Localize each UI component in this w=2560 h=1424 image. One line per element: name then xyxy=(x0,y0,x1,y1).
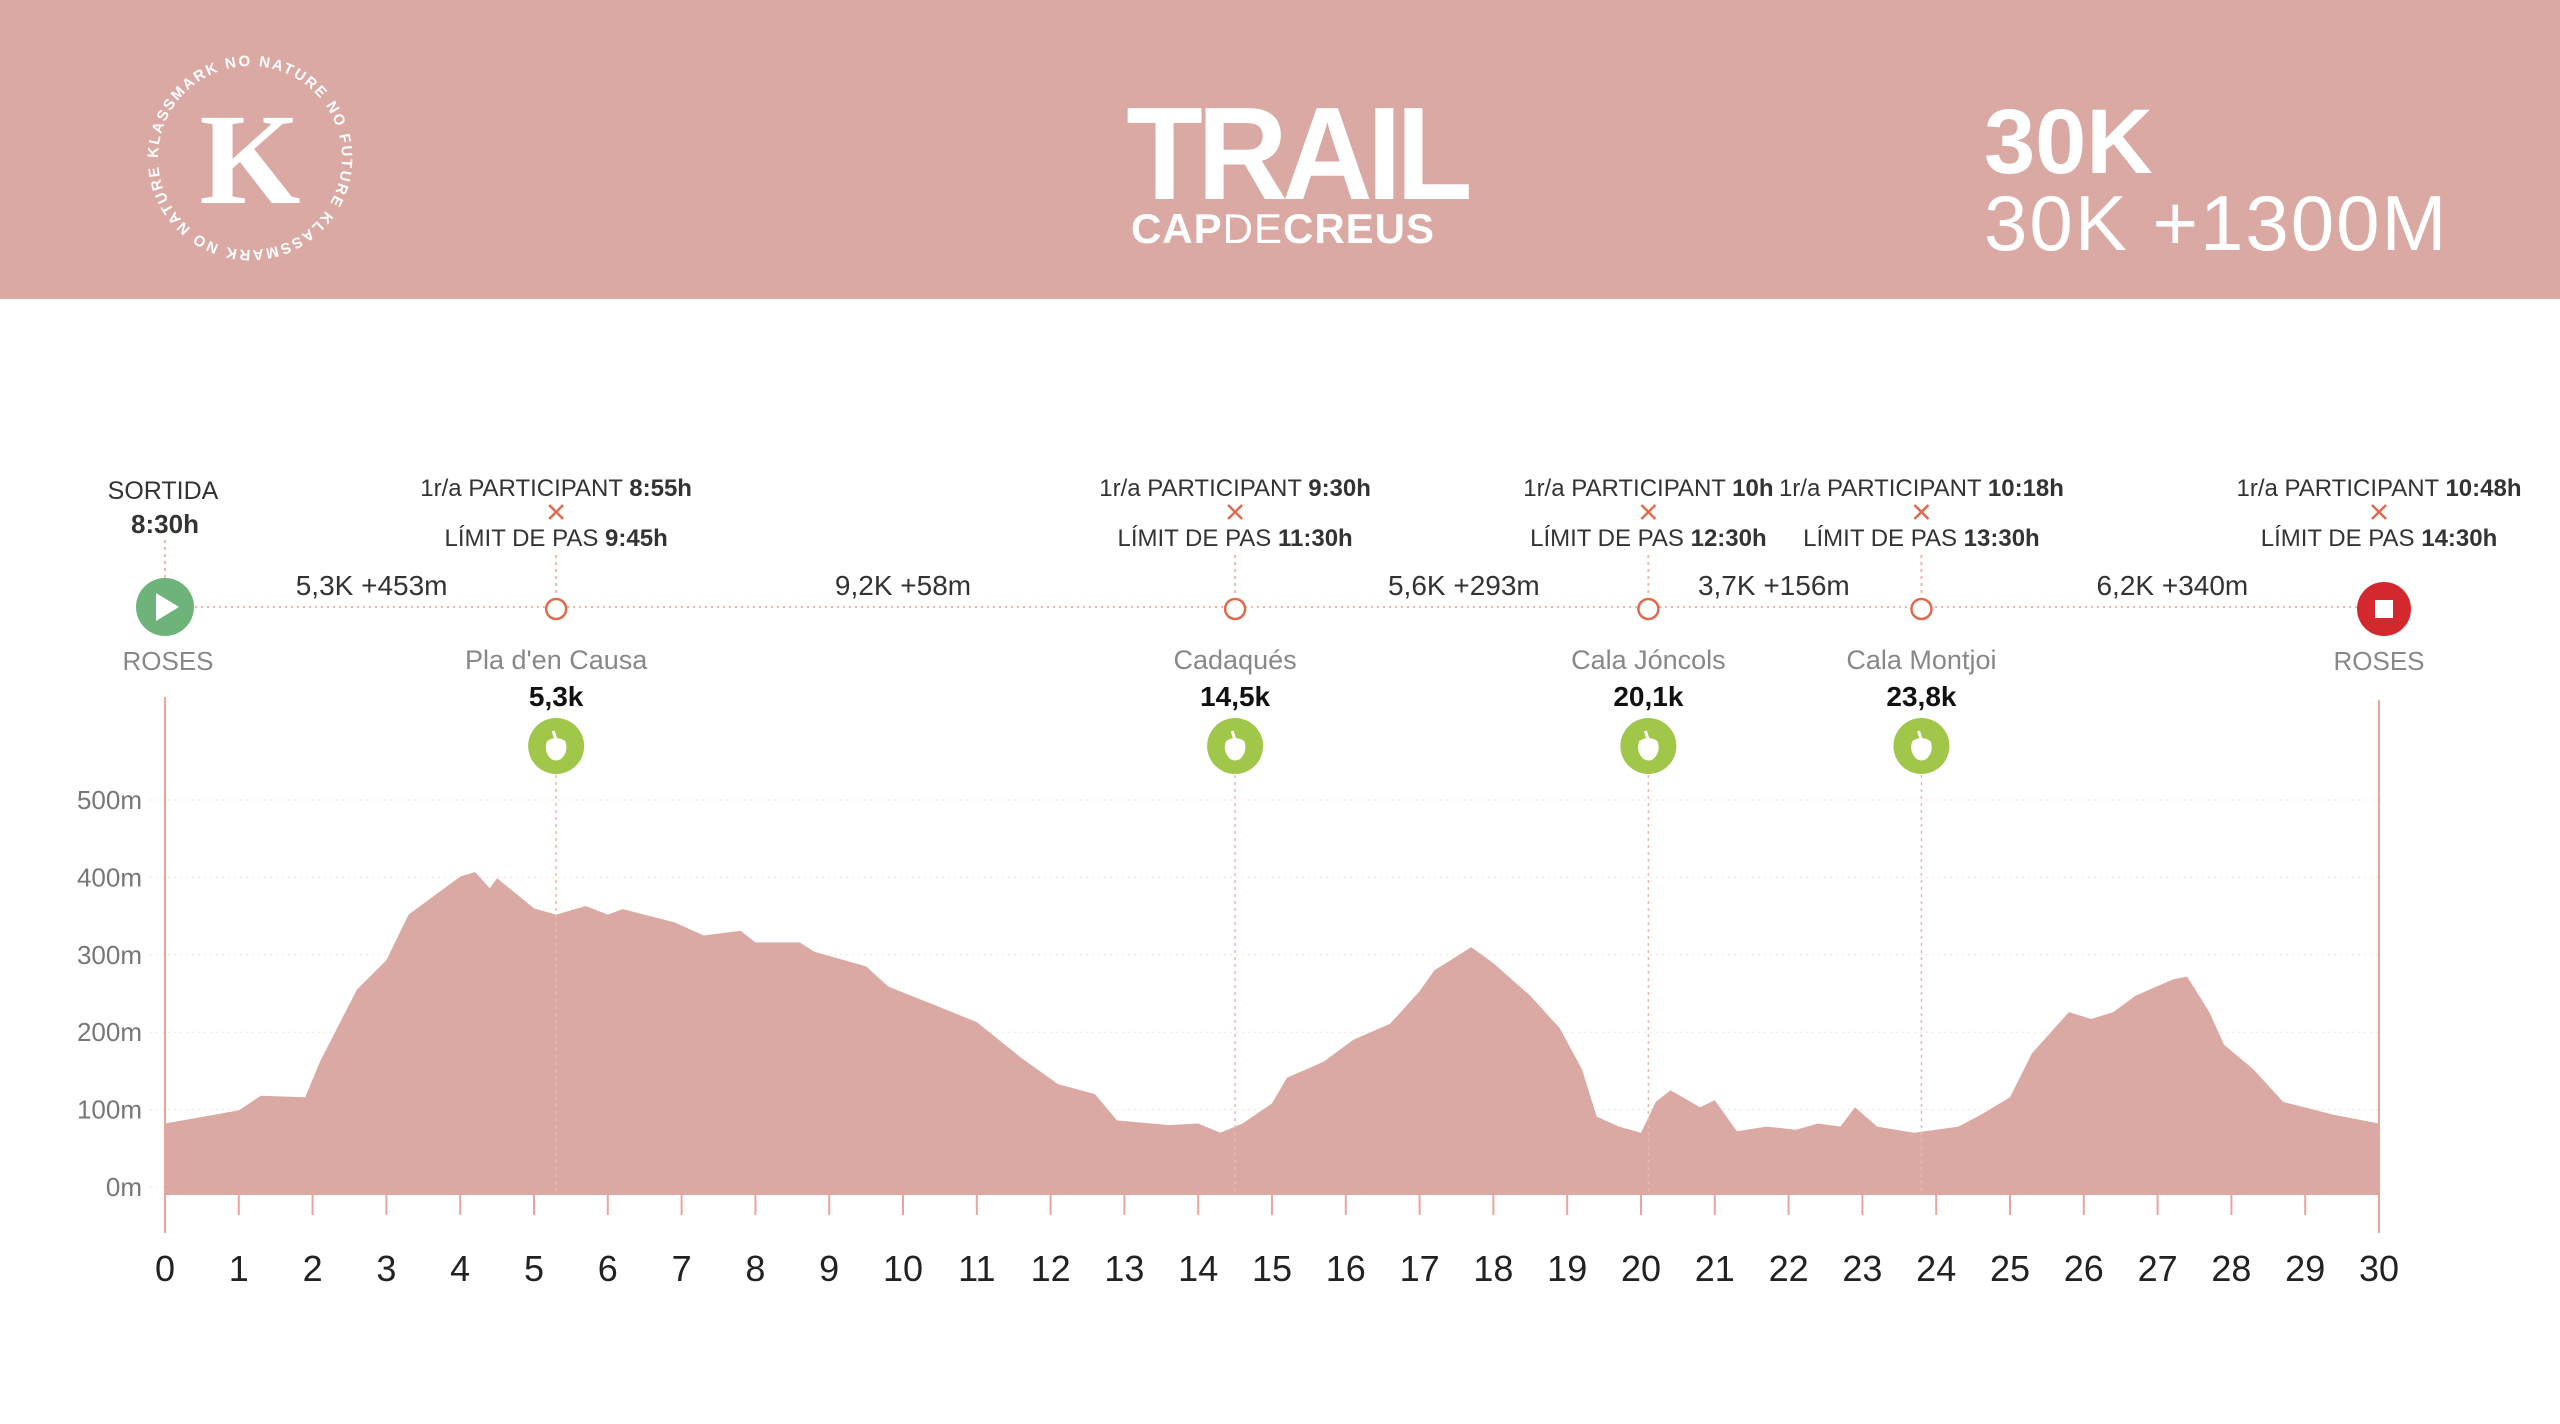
checkpoint-marker xyxy=(544,597,568,621)
first-participant-time: 1r/a PARTICIPANT 8:55h xyxy=(420,475,692,502)
x-tick-label: 17 xyxy=(1400,1248,1440,1289)
svg-text:K: K xyxy=(199,88,300,232)
x-tick-label: 13 xyxy=(1104,1248,1144,1289)
x-tick-label: 20 xyxy=(1621,1248,1661,1289)
checkpoint[interactable]: 1r/a PARTICIPANT 9:30h LÍMIT DE PAS 11:30… xyxy=(1099,475,1371,1195)
start-time: 8:30h xyxy=(131,509,199,539)
checkpoint-km: 14,5k xyxy=(1200,681,1270,712)
cutoff-time: LÍMIT DE PAS 14:30h xyxy=(2261,525,2498,552)
finish-icon xyxy=(2357,582,2411,636)
start-label: SORTIDA xyxy=(108,477,219,505)
x-tick-label: 30 xyxy=(2359,1248,2399,1289)
start-icon xyxy=(136,578,194,636)
segment-label: 5,3K +453m xyxy=(296,570,448,601)
x-tick-label: 27 xyxy=(2138,1248,2178,1289)
cutoff-time: LÍMIT DE PAS 13:30h xyxy=(1803,525,2040,552)
x-tick-label: 12 xyxy=(1031,1248,1071,1289)
checkpoint-marker xyxy=(1223,597,1247,621)
x-tick-label: 28 xyxy=(2211,1248,2251,1289)
x-tick-label: 26 xyxy=(2064,1248,2104,1289)
x-tick-label: 5 xyxy=(524,1248,544,1289)
cutoff-x-icon xyxy=(548,504,565,520)
cutoff-time: LÍMIT DE PAS 9:45h xyxy=(445,525,668,552)
race-distance: 30K xyxy=(1984,91,2153,193)
x-tick-label: 4 xyxy=(450,1248,470,1289)
x-tick-label: 22 xyxy=(1769,1248,1809,1289)
segment-label: 5,6K +293m xyxy=(1388,570,1540,601)
checkpoint-km: 20,1k xyxy=(1613,681,1683,712)
header-banner: KLASSMARK NO NATURE NO FUTURE KLASSMARK … xyxy=(0,0,2560,299)
x-tick-label: 18 xyxy=(1473,1248,1513,1289)
aid-station-apple-icon xyxy=(1620,718,1677,774)
x-tick-label: 7 xyxy=(672,1248,692,1289)
cutoff-x-icon xyxy=(1913,504,1930,520)
y-tick-label: 400m xyxy=(77,862,142,892)
event-title: TRAIL xyxy=(1126,80,1472,227)
y-tick-label: 300m xyxy=(77,940,142,970)
checkpoint[interactable]: 1r/a PARTICIPANT 8:55h LÍMIT DE PAS 9:45h… xyxy=(420,475,692,1195)
finish-place: ROSES xyxy=(2333,646,2424,676)
y-tick-label: 100m xyxy=(77,1095,142,1125)
checkpoint-km: 5,3k xyxy=(529,681,584,712)
checkpoint-marker xyxy=(1637,597,1660,621)
x-tick-label: 21 xyxy=(1695,1248,1735,1289)
x-tick-label: 15 xyxy=(1252,1248,1292,1289)
aid-station-apple-icon xyxy=(1207,718,1264,774)
cutoff-x-icon xyxy=(1227,504,1243,520)
x-tick-label: 25 xyxy=(1990,1248,2030,1289)
event-subtitle: CAPDECREUS xyxy=(1130,205,1436,252)
x-tick-label: 6 xyxy=(598,1248,618,1289)
cutoff-x-icon xyxy=(2371,504,2387,520)
x-tick-label: 10 xyxy=(883,1248,923,1289)
first-participant-time: 1r/a PARTICIPANT 10:48h xyxy=(2237,475,2522,502)
cutoff-time: LÍMIT DE PAS 12:30h xyxy=(1530,525,1767,552)
klassmark-logo: KLASSMARK NO NATURE NO FUTURE KLASSMARK … xyxy=(120,28,353,263)
checkpoint-km: 23,8k xyxy=(1886,681,1956,712)
checkpoint[interactable]: 1r/a PARTICIPANT 10:18h LÍMIT DE PAS 13:3… xyxy=(1779,475,2064,1195)
x-tick-label: 29 xyxy=(2285,1248,2325,1289)
race-distance-detail: 30K +1300M xyxy=(1984,179,2449,267)
x-tick-label: 0 xyxy=(155,1248,175,1289)
checkpoint-name: Pla d'en Causa xyxy=(465,645,648,675)
first-participant-time: 1r/a PARTICIPANT 10h xyxy=(1523,475,1773,502)
checkpoint-name: Cadaqués xyxy=(1174,645,1297,675)
x-tick-label: 19 xyxy=(1547,1248,1587,1289)
y-tick-label: 500m xyxy=(77,785,142,815)
x-tick-label: 8 xyxy=(745,1248,765,1289)
segment-label: 9,2K +58m xyxy=(835,570,971,601)
x-tick-label: 16 xyxy=(1326,1248,1366,1289)
y-tick-label: 0m xyxy=(106,1172,142,1202)
checkpoint-marker xyxy=(1910,597,1933,621)
cutoff-time: LÍMIT DE PAS 11:30h xyxy=(1117,525,1352,552)
x-tick-label: 11 xyxy=(958,1248,995,1289)
segment-label: 3,7K +156m xyxy=(1698,570,1850,601)
y-tick-label: 200m xyxy=(77,1017,142,1047)
first-participant-time: 1r/a PARTICIPANT 9:30h xyxy=(1099,475,1371,502)
x-tick-label: 23 xyxy=(1842,1248,1882,1289)
x-tick-label: 2 xyxy=(303,1248,323,1289)
start-place: ROSES xyxy=(122,646,213,676)
checkpoint-name: Cala Jóncols xyxy=(1571,645,1726,675)
segment-label: 6,2K +340m xyxy=(2096,570,2248,601)
cutoff-x-icon xyxy=(1640,504,1657,520)
x-tick-label: 1 xyxy=(229,1248,249,1289)
aid-station-apple-icon xyxy=(528,718,585,774)
aid-station-apple-icon xyxy=(1893,718,1950,774)
x-tick-label: 24 xyxy=(1916,1248,1956,1289)
x-tick-label: 9 xyxy=(819,1248,839,1289)
x-tick-label: 14 xyxy=(1178,1248,1218,1289)
first-participant-time: 1r/a PARTICIPANT 10:18h xyxy=(1779,475,2064,502)
checkpoint[interactable]: 1r/a PARTICIPANT 10h LÍMIT DE PAS 12:30h C… xyxy=(1523,475,1774,1195)
checkpoint[interactable]: 1r/a PARTICIPANT 10:48h LÍMIT DE PAS 14:3… xyxy=(2237,475,2522,552)
checkpoint-name: Cala Montjoi xyxy=(1846,645,1996,675)
x-tick-label: 3 xyxy=(376,1248,396,1289)
elevation-area xyxy=(165,872,2379,1195)
